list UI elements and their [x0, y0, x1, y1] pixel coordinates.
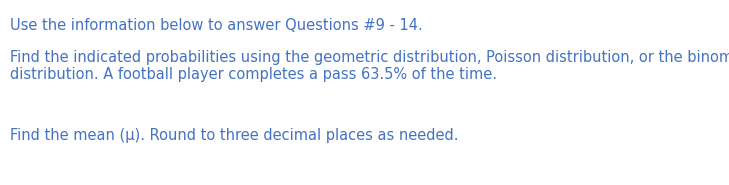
Text: Use the information below to answer Questions #9 - 14.: Use the information below to answer Ques… — [10, 18, 423, 33]
Text: Find the indicated probabilities using the geometric distribution, Poisson distr: Find the indicated probabilities using t… — [10, 50, 729, 65]
Text: Find the mean (μ). Round to three decimal places as needed.: Find the mean (μ). Round to three decima… — [10, 128, 459, 143]
Text: distribution. A football player completes a pass 63.5% of the time.: distribution. A football player complete… — [10, 67, 497, 82]
